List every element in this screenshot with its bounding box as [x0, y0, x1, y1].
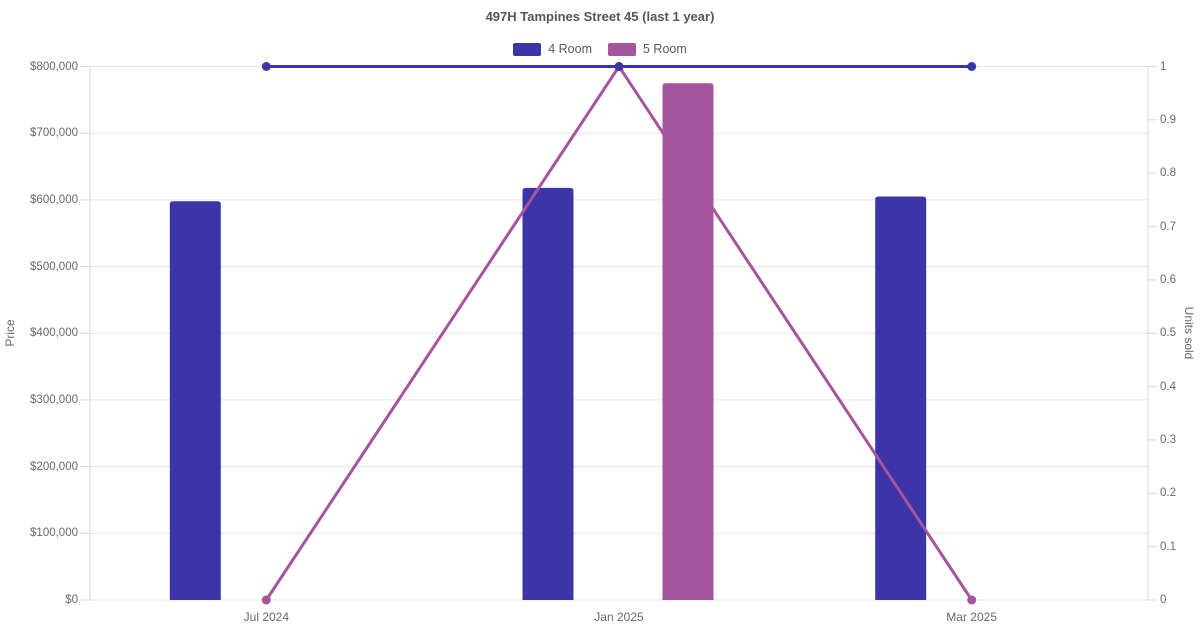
x-tick-label-jan-2025: Jan 2025 — [594, 610, 644, 624]
legend-item-5-room[interactable]: 5 Room — [608, 42, 687, 56]
units-tick-label: 0.2 — [1160, 487, 1176, 500]
units-tick-label: 0.3 — [1160, 433, 1176, 446]
units-tick-label: 0 — [1160, 594, 1167, 606]
units-tick-label: 0.1 — [1160, 540, 1176, 553]
price-tick-label: $600,000 — [30, 193, 78, 206]
legend-swatch-5-room — [608, 42, 636, 56]
marker-5-room-mar-2025[interactable] — [967, 595, 977, 605]
legend-label: 5 Room — [643, 42, 687, 56]
units-axis-title: Units sold — [1182, 306, 1196, 360]
price-tick-label: $200,000 — [30, 460, 78, 473]
marker-4-room-mar-2025[interactable] — [967, 62, 977, 71]
price-tick-label: $500,000 — [30, 260, 78, 273]
marker-4-room-jul-2024[interactable] — [261, 62, 271, 71]
bar-4-room-jul-2024[interactable] — [169, 201, 221, 600]
bar-5-room-jan-2025[interactable] — [662, 83, 714, 600]
legend-label: 4 Room — [548, 42, 592, 56]
x-tick-label-mar-2025: Mar 2025 — [946, 610, 997, 624]
chart-legend: 4 Room 5 Room — [0, 41, 1200, 57]
units-tick-label: 0.8 — [1160, 167, 1176, 180]
price-tick-label: $800,000 — [30, 60, 78, 73]
units-tick-label: 0.9 — [1160, 113, 1176, 126]
units-tick-label: 0.5 — [1160, 327, 1176, 340]
legend-swatch-4-room — [513, 42, 542, 56]
units-tick-label: 0.4 — [1160, 380, 1176, 393]
marker-4-room-jan-2025[interactable] — [614, 62, 624, 71]
units-tick-label: 0.6 — [1160, 273, 1176, 286]
price-axis-title: Price — [3, 319, 17, 347]
price-tick-label: $100,000 — [30, 527, 78, 540]
price-tick-label: $400,000 — [30, 327, 78, 340]
x-tick-label-jul-2024: Jul 2024 — [243, 610, 290, 624]
units-tick-label: 0.7 — [1160, 220, 1176, 233]
bar-4-room-jan-2025[interactable] — [522, 187, 574, 600]
price-tick-label: $0 — [65, 594, 78, 606]
marker-5-room-jul-2024[interactable] — [261, 595, 271, 605]
bar-4-room-mar-2025[interactable] — [875, 196, 927, 601]
price-tick-label: $300,000 — [30, 393, 78, 406]
price-tick-label: $700,000 — [30, 127, 78, 140]
legend-item-4-room[interactable]: 4 Room — [513, 42, 592, 56]
chart-title: 497H Tampines Street 45 (last 1 year) — [485, 9, 715, 24]
units-tick-label: 1 — [1160, 60, 1167, 73]
